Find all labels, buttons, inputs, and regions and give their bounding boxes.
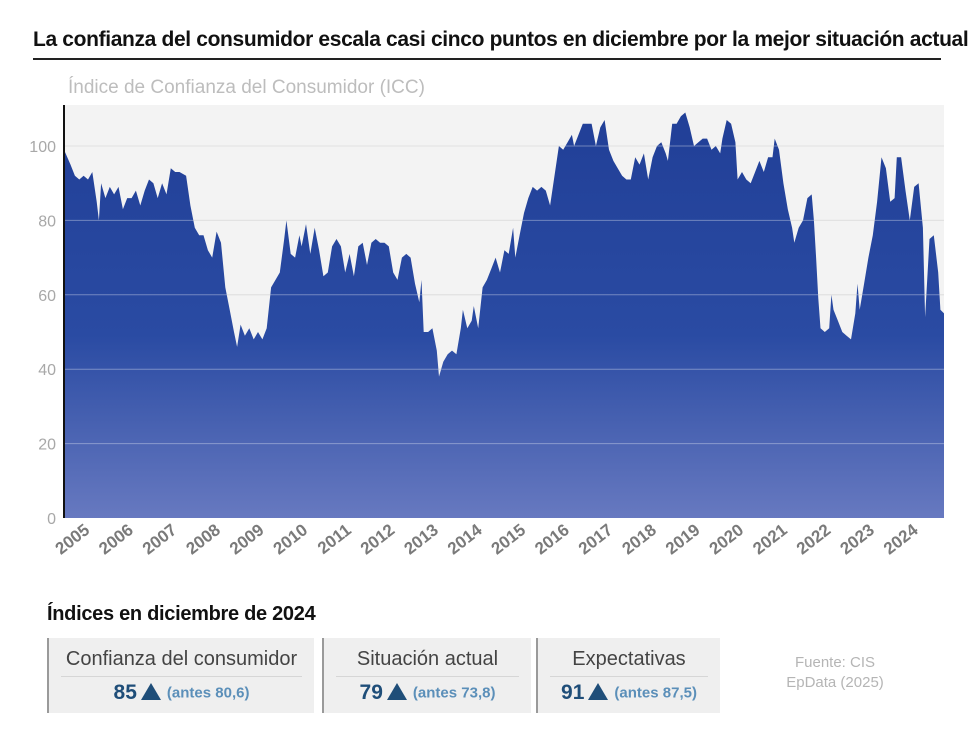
x-tick-label: 2013 <box>400 520 442 558</box>
card-value: 91 <box>561 681 585 704</box>
x-tick-label: 2012 <box>357 520 399 558</box>
x-tick-label: 2005 <box>52 520 94 558</box>
x-tick-label: 2021 <box>749 520 791 558</box>
x-tick-label: 2009 <box>226 520 268 558</box>
card-divider <box>336 676 519 677</box>
x-tick-label: 2007 <box>139 520 181 558</box>
x-tick-label: 2016 <box>531 520 573 558</box>
x-tick-label: 2022 <box>793 520 835 558</box>
card-label: Expectativas <box>572 648 686 670</box>
source-line: Fuente: CIS <box>794 654 876 671</box>
x-tick-label: 2023 <box>836 520 878 558</box>
x-tick-label: 2020 <box>706 520 748 558</box>
source-credit: EpData (2025) <box>786 674 884 691</box>
x-tick-label: 2011 <box>314 520 355 558</box>
confidence-area-series <box>64 112 944 518</box>
card-value: 79 <box>359 681 383 704</box>
triangle-up-icon <box>588 682 609 700</box>
y-tick-label: 40 <box>38 362 56 379</box>
chart-title: La confianza del consumidor escala casi … <box>33 28 969 51</box>
x-tick-label: 2014 <box>444 520 486 559</box>
y-tick-label: 60 <box>38 288 56 305</box>
x-tick-label: 2008 <box>182 520 224 558</box>
card-previous-value: (antes 73,8) <box>412 684 496 702</box>
x-tick-label: 2024 <box>880 520 922 559</box>
y-tick-label: 100 <box>29 139 56 156</box>
chart-subtitle: Índice de Confianza del Consumidor (ICC) <box>68 77 425 98</box>
y-tick-label: 20 <box>38 437 56 454</box>
card-label: Confianza del consumidor <box>65 648 298 670</box>
card-value: 85 <box>113 681 137 704</box>
summary-heading: Índices en diciembre de 2024 <box>47 603 316 625</box>
card-current-situation: Situación actual 79 (antes 73,8) <box>322 638 531 713</box>
card-label: Situación actual <box>356 648 499 670</box>
source-note: Fuente: CIS EpData (2025) <box>760 653 910 693</box>
x-tick-label: 2006 <box>95 520 137 558</box>
card-divider <box>550 676 708 677</box>
card-expectations: Expectativas 91 (antes 87,5) <box>536 638 720 713</box>
x-tick-label: 2015 <box>488 520 530 558</box>
triangle-up-icon <box>386 682 407 700</box>
card-consumer-confidence: Confianza del consumidor 85 (antes 80,6) <box>47 638 314 713</box>
x-tick-label: 2018 <box>618 520 660 558</box>
x-tick-label: 2010 <box>270 520 312 558</box>
card-previous-value: (antes 80,6) <box>166 684 250 702</box>
y-tick-label: 0 <box>47 511 56 528</box>
x-tick-label: 2017 <box>575 520 617 558</box>
x-tick-label: 2019 <box>662 520 704 558</box>
title-divider <box>33 58 941 60</box>
card-divider <box>61 676 302 677</box>
triangle-up-icon <box>140 682 161 700</box>
y-tick-label: 80 <box>38 213 56 230</box>
card-previous-value: (antes 87,5) <box>614 684 697 702</box>
